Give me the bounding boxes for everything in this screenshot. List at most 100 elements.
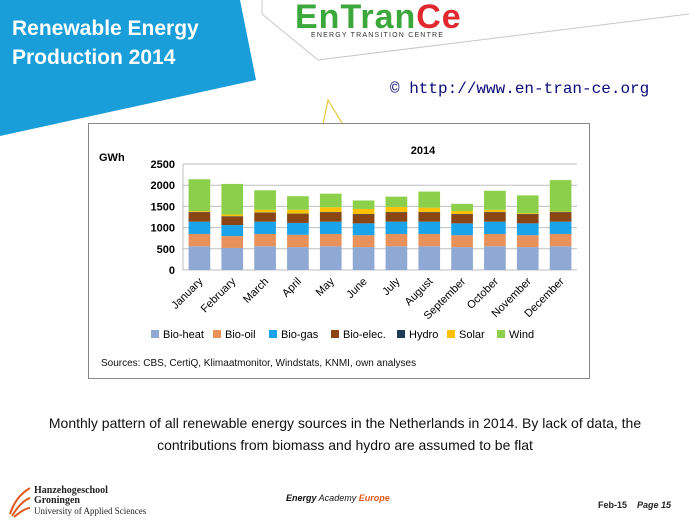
- bar-segment-wind: [516, 195, 539, 214]
- bar-segment-wind: [319, 193, 342, 208]
- slide-caption: Monthly pattern of all renewable energy …: [20, 412, 670, 456]
- bar-segment-solar: [352, 208, 375, 215]
- bar-segment-bio-gas: [516, 223, 539, 236]
- legend-label: Bio-heat: [163, 329, 204, 341]
- bar-segment-bio-heat: [484, 246, 506, 270]
- y-tick-label: 2000: [151, 180, 175, 192]
- bar-segment-bio-heat: [287, 247, 309, 270]
- y-tick-label: 0: [169, 265, 175, 277]
- energy-academy-mid: Academy: [316, 493, 359, 503]
- bar-segment-bio-oil: [484, 233, 506, 247]
- x-tick-label: May: [314, 275, 338, 299]
- bar-segment-bio-heat: [451, 247, 473, 270]
- bar-segment-bio-heat: [319, 246, 342, 270]
- bar-segment-bio-heat: [352, 247, 375, 270]
- legend-swatch: [397, 330, 405, 338]
- y-tick-label: 2500: [151, 159, 175, 171]
- bar-segment-solar: [254, 209, 276, 213]
- bar-segment-wind: [188, 179, 211, 212]
- footer-date: Feb-15: [598, 500, 628, 510]
- website-url[interactable]: © http://www.en-tran-ce.org: [390, 80, 650, 98]
- page-title-line1: Renewable Energy: [12, 17, 199, 40]
- bar-segment-bio-elec-: [451, 214, 473, 224]
- school-name-line3: University of Applied Sciences: [34, 506, 147, 516]
- bar-segment-bio-heat: [254, 246, 276, 270]
- bar-segment-bio-oil: [352, 235, 375, 248]
- y-tick-label: 1500: [151, 201, 175, 213]
- bar-segment-bio-gas: [549, 221, 572, 234]
- title-banner: [0, 0, 256, 136]
- legend-swatch: [213, 330, 221, 338]
- bar-segment-bio-elec-: [352, 214, 375, 224]
- caption-line2: contributions from biomass and hydro are…: [157, 437, 533, 453]
- bar-segment-wind: [484, 190, 506, 210]
- bar-segment-wind: [287, 196, 309, 210]
- bar-segment-bio-oil: [254, 233, 276, 247]
- bar-segment-bio-elec-: [418, 212, 441, 222]
- bar-segment-bio-heat: [418, 246, 441, 270]
- school-logo: Hanzehogeschool Groningen University of …: [8, 484, 188, 520]
- logo-subtitle: ENERGY TRANSITION CENTRE: [311, 32, 445, 39]
- y-tick-label: 500: [157, 244, 175, 256]
- stacked-bar-chart: 2014GWh05001000150020002500JanuaryFebrua…: [99, 145, 577, 341]
- bar-segment-bio-elec-: [319, 212, 342, 222]
- bar-segment-bio-elec-: [549, 212, 572, 222]
- x-tick-label: July: [380, 275, 403, 298]
- logo-text-red: Ce: [416, 0, 462, 36]
- bar-segment-wind: [254, 190, 276, 210]
- legend-label: Hydro: [409, 329, 438, 341]
- bar-segment-wind: [385, 196, 408, 207]
- logo-text-green: EnTran: [295, 0, 417, 36]
- bar-segment-bio-elec-: [221, 216, 244, 226]
- bar-segment-bio-heat: [385, 246, 408, 270]
- x-tick-label: February: [199, 275, 239, 315]
- bar-segment-bio-oil: [516, 235, 539, 248]
- caption-line1: Monthly pattern of all renewable energy …: [48, 415, 642, 431]
- school-name-line2: Groningen: [34, 495, 80, 506]
- bar-segment-bio-oil: [221, 236, 244, 248]
- bar-segment-bio-oil: [451, 235, 473, 248]
- bar-segment-solar: [221, 214, 244, 217]
- legend-swatch: [497, 330, 505, 338]
- bar-segment-bio-oil: [385, 233, 408, 247]
- bar-segment-bio-elec-: [385, 212, 408, 222]
- bar-segment-bio-oil: [188, 233, 211, 247]
- bar-segment-solar: [188, 211, 211, 212]
- footer-meta: Feb-15 Page 15: [598, 500, 671, 510]
- legend-label: Solar: [459, 329, 485, 341]
- bar-segment-solar: [319, 207, 342, 212]
- bar-segment-bio-elec-: [516, 214, 539, 224]
- bar-segment-bio-elec-: [254, 212, 276, 222]
- legend-label: Bio-elec.: [343, 329, 386, 341]
- bar-segment-solar: [287, 209, 309, 214]
- energy-academy-label: Energy Academy Europe: [286, 493, 390, 503]
- energy-academy-prefix: Energy: [286, 493, 317, 503]
- bar-segment-bio-gas: [319, 221, 342, 234]
- bar-segment-bio-oil: [549, 233, 572, 247]
- chart-title: 2014: [411, 145, 436, 157]
- bar-segment-wind: [352, 200, 375, 209]
- legend-label: Wind: [509, 329, 534, 341]
- bar-segment-solar: [451, 211, 473, 215]
- bar-segment-bio-elec-: [484, 212, 506, 222]
- bar-segment-bio-gas: [418, 221, 441, 234]
- x-tick-label: August: [403, 276, 436, 309]
- bar-segment-wind: [451, 203, 473, 212]
- bar-segment-bio-heat: [516, 247, 539, 270]
- bar-segment-bio-oil: [319, 233, 342, 247]
- legend-label: Bio-gas: [281, 329, 319, 341]
- chart-sources: Sources: CBS, CertiQ, Klimaatmonitor, Wi…: [101, 358, 417, 369]
- bar-segment-bio-gas: [254, 221, 276, 234]
- bar-segment-bio-elec-: [188, 212, 211, 222]
- bar-segment-bio-heat: [221, 247, 244, 270]
- legend-swatch: [447, 330, 455, 338]
- bar-segment-bio-oil: [287, 234, 309, 248]
- bar-segment-bio-oil: [418, 233, 441, 247]
- x-tick-label: April: [280, 276, 304, 300]
- x-tick-label: March: [241, 276, 271, 306]
- legend-swatch: [331, 330, 339, 338]
- y-tick-label: 1000: [151, 223, 175, 235]
- bar-segment-bio-gas: [484, 221, 506, 234]
- footer-page: Page 15: [637, 500, 672, 510]
- legend-swatch: [269, 330, 277, 338]
